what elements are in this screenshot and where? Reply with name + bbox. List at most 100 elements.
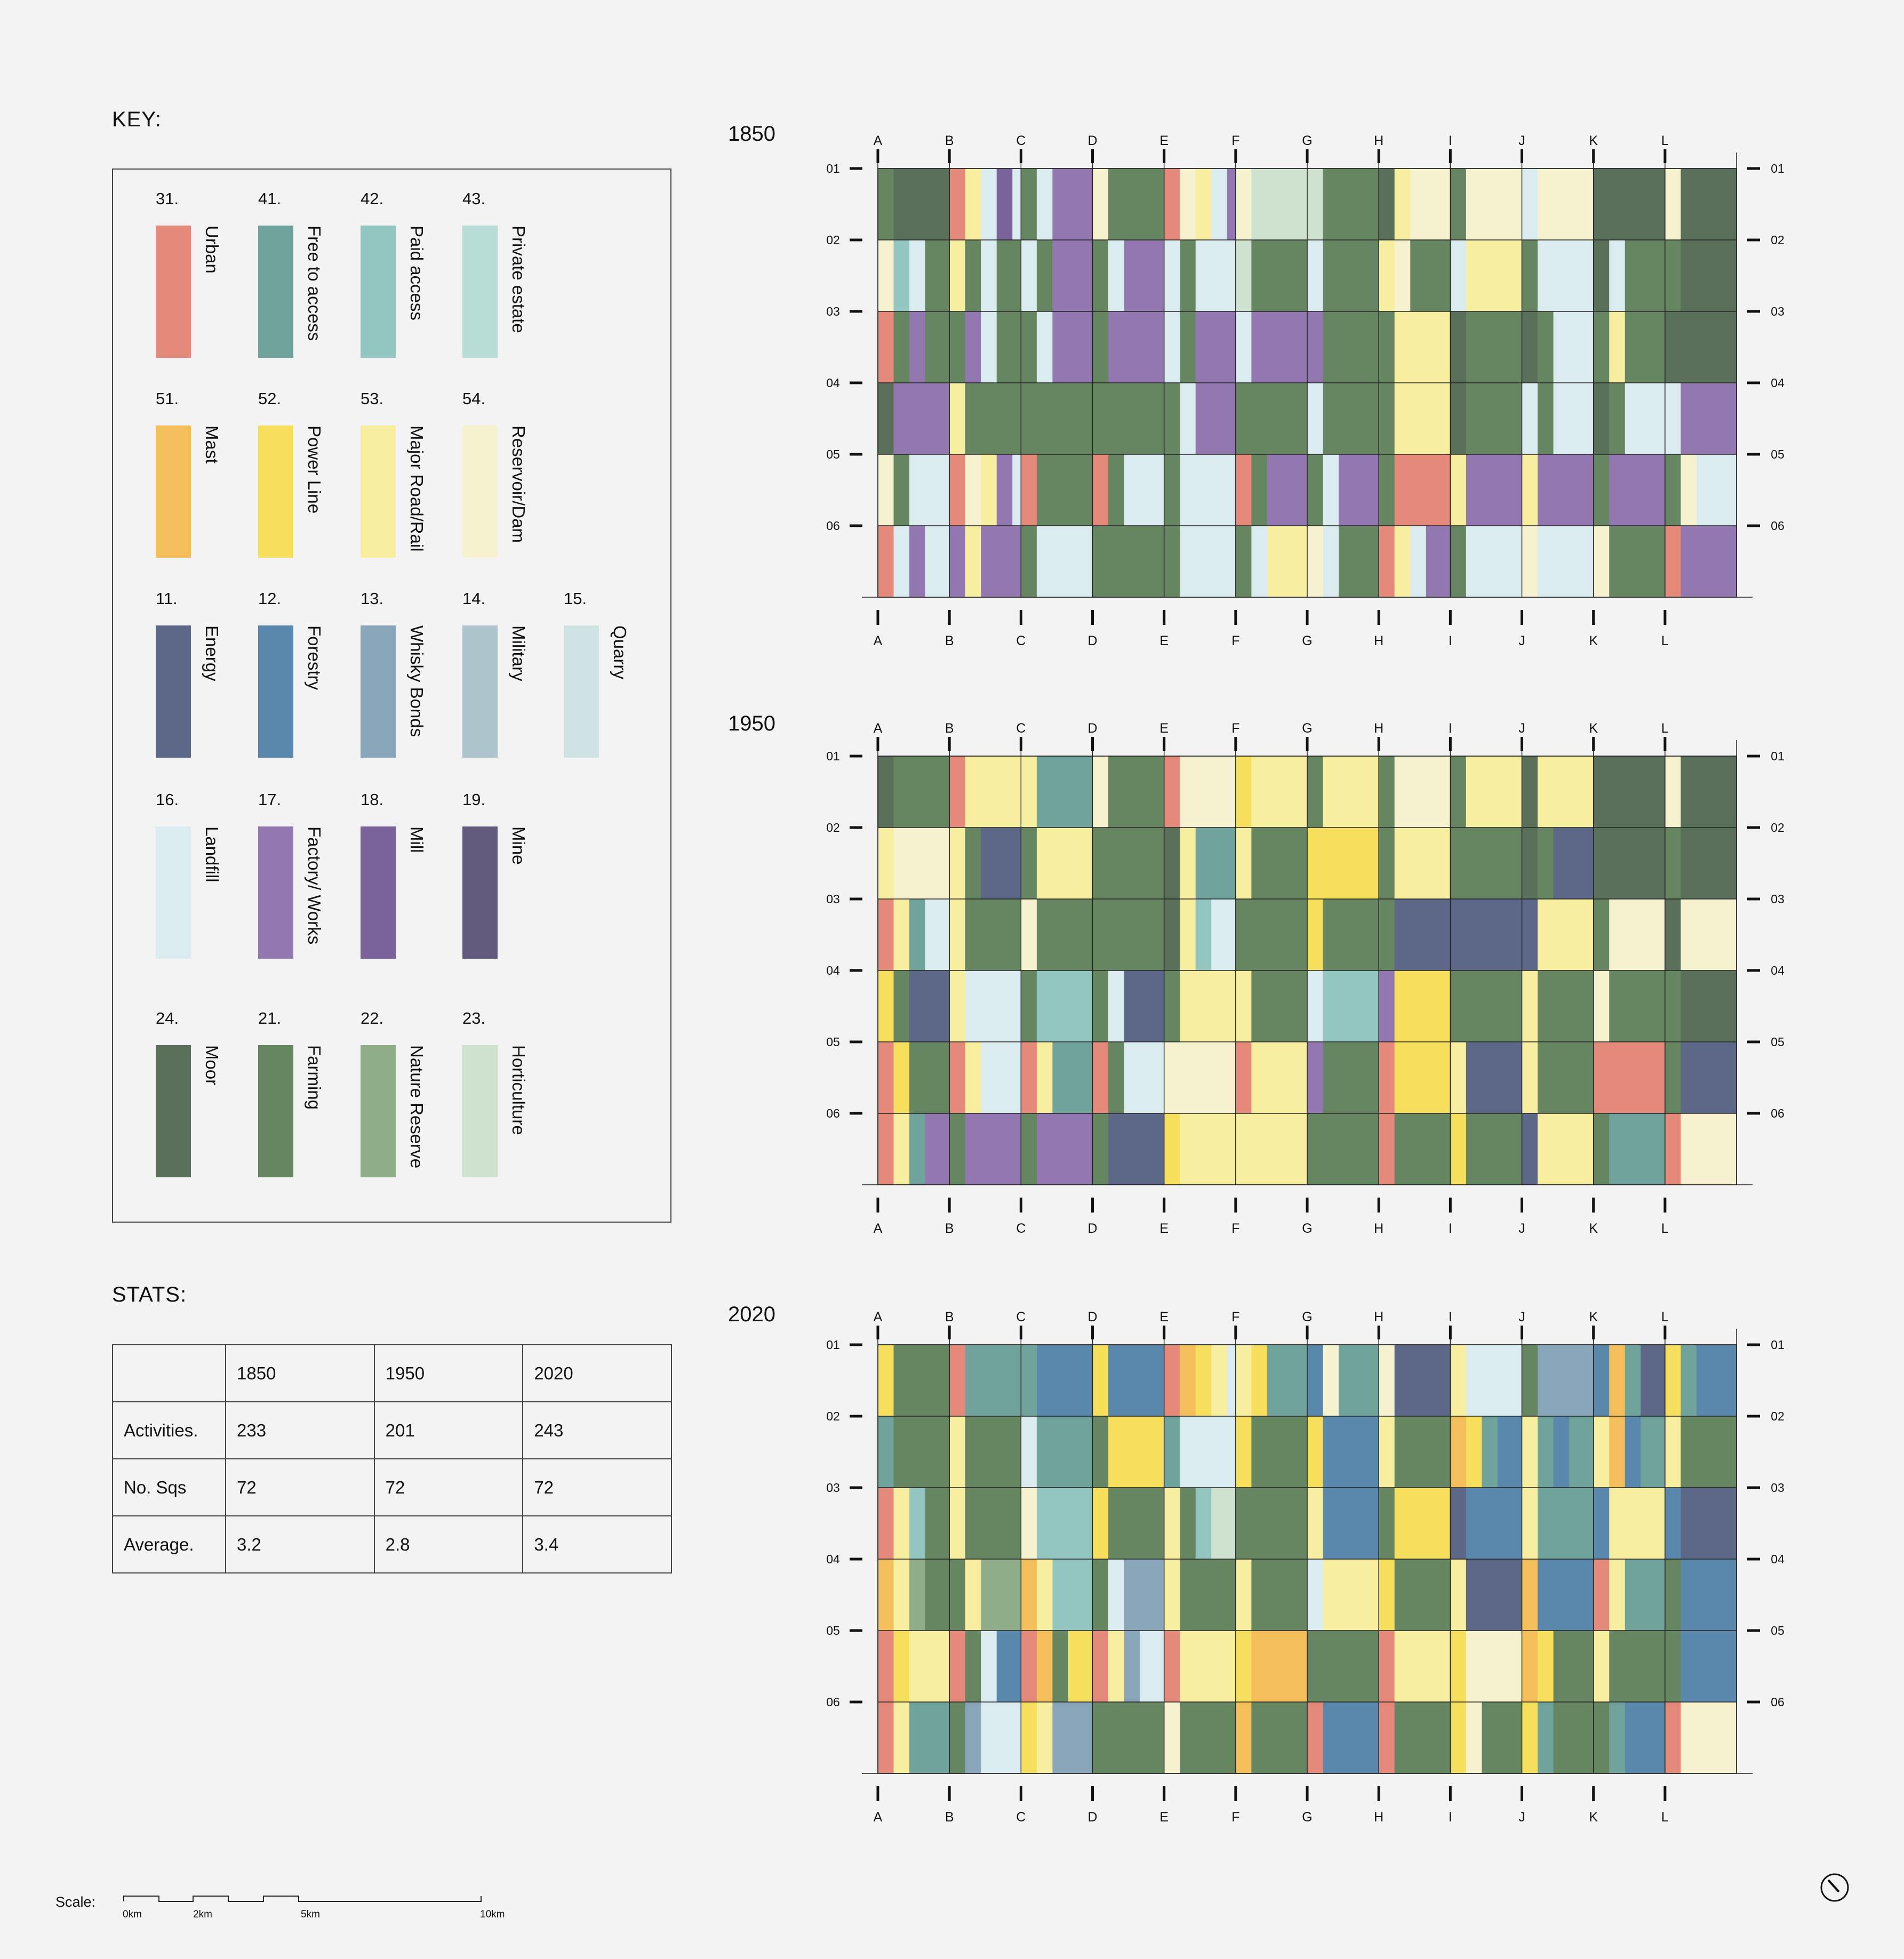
scale-tick: 0km bbox=[123, 1909, 142, 1920]
grid-cell-strip bbox=[1307, 1631, 1379, 1702]
column-label-bottom: D bbox=[1087, 633, 1097, 648]
grid-cell-strip bbox=[1164, 383, 1180, 454]
grid-cell-strip bbox=[1379, 311, 1395, 383]
legend-swatch bbox=[462, 826, 498, 959]
column-label-top: E bbox=[1159, 133, 1169, 148]
grid-cell-strip bbox=[1665, 1559, 1681, 1631]
grid-cell-strip bbox=[965, 240, 981, 311]
grid-cell-strip bbox=[1522, 1416, 1538, 1488]
stats-cell: No. Sqs bbox=[112, 1458, 226, 1516]
grid-cell-strip bbox=[1021, 168, 1037, 240]
grid-cell-strip bbox=[1251, 1345, 1268, 1416]
grid-cell-strip bbox=[878, 970, 894, 1042]
grid-cell-strip bbox=[981, 311, 997, 383]
grid-cell-strip bbox=[1665, 311, 1737, 383]
legend-code: 42. bbox=[361, 189, 384, 208]
grid-cell-strip bbox=[1450, 1631, 1467, 1702]
legend-code: 18. bbox=[361, 790, 384, 809]
grid-cell-strip bbox=[949, 899, 966, 970]
stats-header-cell: 1950 bbox=[373, 1344, 524, 1402]
grid-cell-strip bbox=[1609, 526, 1666, 597]
grid-cell-strip bbox=[1339, 1345, 1379, 1416]
grid-cell-strip bbox=[1180, 1345, 1196, 1416]
grid-cell-strip bbox=[1553, 1631, 1594, 1702]
grid-cell-strip bbox=[1681, 899, 1737, 970]
scale-tick: 2km bbox=[193, 1909, 212, 1920]
grid-cell-strip bbox=[1609, 1631, 1666, 1702]
column-label-top: C bbox=[1016, 1310, 1026, 1324]
grid-cell-strip bbox=[1052, 311, 1093, 383]
grid-cell-strip bbox=[1235, 1345, 1252, 1416]
grid-cell-strip bbox=[1211, 1345, 1228, 1416]
grid-cell-strip bbox=[1625, 1345, 1641, 1416]
grid-cell-strip bbox=[1394, 970, 1451, 1042]
grid-cell-strip bbox=[1593, 1488, 1610, 1559]
grid-cell-strip bbox=[1450, 1559, 1467, 1631]
grid-cell-strip bbox=[1681, 1113, 1737, 1185]
grid-cell-strip bbox=[1021, 383, 1093, 454]
grid-cell-strip bbox=[1593, 454, 1610, 526]
stats-cell: Activities. bbox=[112, 1401, 226, 1459]
grid-cell-strip bbox=[1180, 311, 1196, 383]
grid-cell-strip bbox=[925, 1559, 950, 1631]
grid-cell-strip bbox=[1593, 1345, 1610, 1416]
grid-cell-strip bbox=[1593, 828, 1666, 899]
grid-cell-strip bbox=[1538, 168, 1594, 240]
legend-code: 17. bbox=[258, 790, 282, 809]
grid-cell-strip bbox=[1593, 899, 1610, 970]
grid-cell-strip bbox=[1593, 1631, 1610, 1702]
grid-cell-strip bbox=[925, 899, 950, 970]
grid-cell-strip bbox=[1394, 1488, 1451, 1559]
grid-cell-strip bbox=[1681, 454, 1697, 526]
grid-cell-strip bbox=[1195, 240, 1212, 311]
grid-cell-strip bbox=[1036, 526, 1093, 597]
grid-cell-strip bbox=[1164, 1702, 1180, 1773]
grid-cell-strip bbox=[1450, 240, 1467, 311]
grid-cell-strip bbox=[965, 454, 981, 526]
legend-label: Energy bbox=[202, 625, 222, 681]
legend-label: Mine bbox=[509, 826, 529, 865]
column-label-bottom: G bbox=[1302, 633, 1312, 648]
legend-label: Free to access bbox=[305, 226, 324, 341]
grid-cell-strip bbox=[1538, 1345, 1594, 1416]
grid-cell-strip bbox=[1522, 1113, 1538, 1185]
grid-cell-strip bbox=[1036, 240, 1053, 311]
grid-cell-strip bbox=[1625, 311, 1666, 383]
row-label-left: 06 bbox=[826, 519, 840, 533]
row-label-left: 01 bbox=[826, 162, 840, 175]
grid-cell-strip bbox=[1665, 828, 1681, 899]
grid-cell-strip bbox=[1021, 311, 1037, 383]
grid-cell-strip bbox=[1180, 828, 1196, 899]
grid-cell-strip bbox=[1036, 1559, 1053, 1631]
grid-cell-strip bbox=[1593, 240, 1610, 311]
column-label-top: G bbox=[1302, 721, 1312, 736]
grid-cell-strip bbox=[909, 1488, 926, 1559]
grid-cell-strip bbox=[949, 1488, 966, 1559]
grid-cell-strip bbox=[1665, 899, 1681, 970]
grid-cell-strip bbox=[1164, 168, 1180, 240]
grid-cell-strip bbox=[1180, 240, 1196, 311]
grid-cell-strip bbox=[981, 1631, 997, 1702]
grid-cell-strip bbox=[1665, 1631, 1681, 1702]
grid-cell-strip bbox=[1522, 1345, 1538, 1416]
grid-cell-strip bbox=[1609, 1113, 1666, 1185]
grid-cell-strip bbox=[1052, 1042, 1093, 1113]
grid-cell-strip bbox=[1052, 240, 1093, 311]
grid-cell-strip bbox=[949, 1559, 966, 1631]
grid-cell-strip bbox=[1394, 1559, 1451, 1631]
grid-cell-strip bbox=[1036, 756, 1093, 828]
grid-cell-strip bbox=[1251, 828, 1308, 899]
grid-cell-strip bbox=[893, 899, 910, 970]
grid-cell-strip bbox=[909, 311, 926, 383]
grid-cell-strip bbox=[1180, 383, 1196, 454]
grid-cell-strip bbox=[1394, 899, 1451, 970]
grid-cell-strip bbox=[1410, 526, 1427, 597]
grid-cell-strip bbox=[1036, 1702, 1053, 1773]
grid-cell-strip bbox=[1124, 454, 1165, 526]
legend-code: 13. bbox=[361, 589, 384, 608]
grid-cell-strip bbox=[1092, 1488, 1109, 1559]
grid-cell-strip bbox=[1251, 311, 1308, 383]
legend-swatch bbox=[361, 425, 396, 558]
grid-cell-strip bbox=[1665, 168, 1681, 240]
grid-cell-strip bbox=[1553, 828, 1594, 899]
